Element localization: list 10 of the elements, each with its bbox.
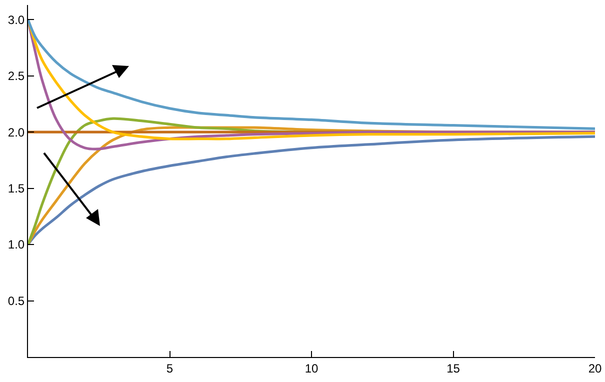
y-tick-label: 3.0 xyxy=(8,12,25,27)
x-tick-label: 20 xyxy=(588,361,602,376)
y-tick-label: 2.0 xyxy=(8,125,25,140)
x-tick-label: 5 xyxy=(166,361,174,376)
x-tick-label: 10 xyxy=(304,361,318,376)
x-tick-label: 15 xyxy=(446,361,460,376)
y-tick-label: 1.0 xyxy=(8,238,25,252)
y-tick-label: 2.5 xyxy=(8,69,25,84)
y-tick-label: 1.5 xyxy=(8,182,25,196)
y-tick-label: 0.5 xyxy=(8,294,25,308)
